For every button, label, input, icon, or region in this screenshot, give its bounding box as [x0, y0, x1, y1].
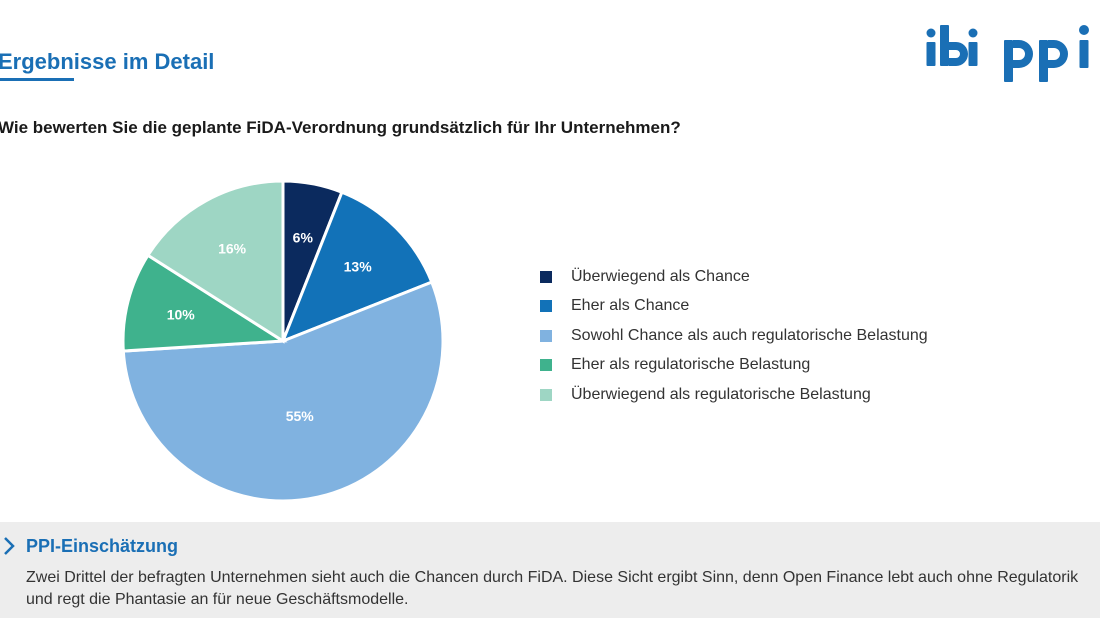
slice-label-eher-belastung: 10%: [167, 307, 196, 323]
chart-legend: Überwiegend als Chance Eher als Chance Sow…: [540, 262, 928, 410]
legend-item-eher-belastung: Eher als regulatorische Belastung: [540, 351, 928, 381]
assessment-text: Zwei Drittel der befragten Unternehmen s…: [26, 569, 1079, 608]
ibi-ppi-logo: [926, 25, 1089, 82]
legend-item-ueberwiegend-chance: Überwiegend als Chance: [540, 262, 928, 292]
chevron-right-icon: [4, 537, 15, 555]
assessment-heading: PPI-Einschätzung: [26, 536, 179, 556]
legend-label: Eher als Chance: [571, 297, 690, 315]
chart-title: Wie bewerten Sie die geplante FiDA-Veror…: [0, 118, 681, 137]
pie-chart: 6% 13% 55% 10% 16%: [121, 179, 445, 503]
slice-label-sowohl-als-auch: 55%: [286, 408, 315, 424]
legend-item-sowohl-als-auch: Sowohl Chance als auch regulatorische Be…: [540, 321, 928, 351]
pie-slice-eher-chance: [280, 190, 434, 344]
legend-label: Überwiegend als Chance: [571, 267, 750, 285]
pie-slice-ueberwiegend-belastung: [145, 179, 285, 344]
assessment-panel: PPI-Einschätzung Zwei Drittel der befrag…: [0, 522, 1100, 618]
pie-slice-sowohl-als-auch: [121, 280, 445, 503]
pie-slice-eher-belastung: [121, 253, 288, 353]
legend-item-ueberwiegend-belastung: Überwiegend als regulatorische Belastung: [540, 380, 928, 410]
section-title: Ergebnisse im Detail: [0, 49, 215, 74]
slice-label-ueberwiegend-belastung: 16%: [218, 240, 247, 256]
legend-swatch: [540, 270, 552, 283]
title-underline: [0, 78, 74, 81]
legend-label: Überwiegend als regulatorische Belastung: [571, 385, 871, 403]
legend-label: Sowohl Chance als auch regulatorische Be…: [571, 326, 928, 344]
slice-label-eher-chance: 13%: [344, 258, 373, 274]
legend-swatch: [540, 300, 552, 313]
legend-swatch: [540, 388, 552, 401]
slice-label-ueberwiegend-chance: 6%: [293, 229, 314, 245]
legend-swatch: [540, 359, 552, 372]
legend-label: Eher als regulatorische Belastung: [571, 356, 811, 374]
legend-item-eher-chance: Eher als Chance: [540, 292, 928, 322]
legend-swatch: [540, 329, 552, 342]
